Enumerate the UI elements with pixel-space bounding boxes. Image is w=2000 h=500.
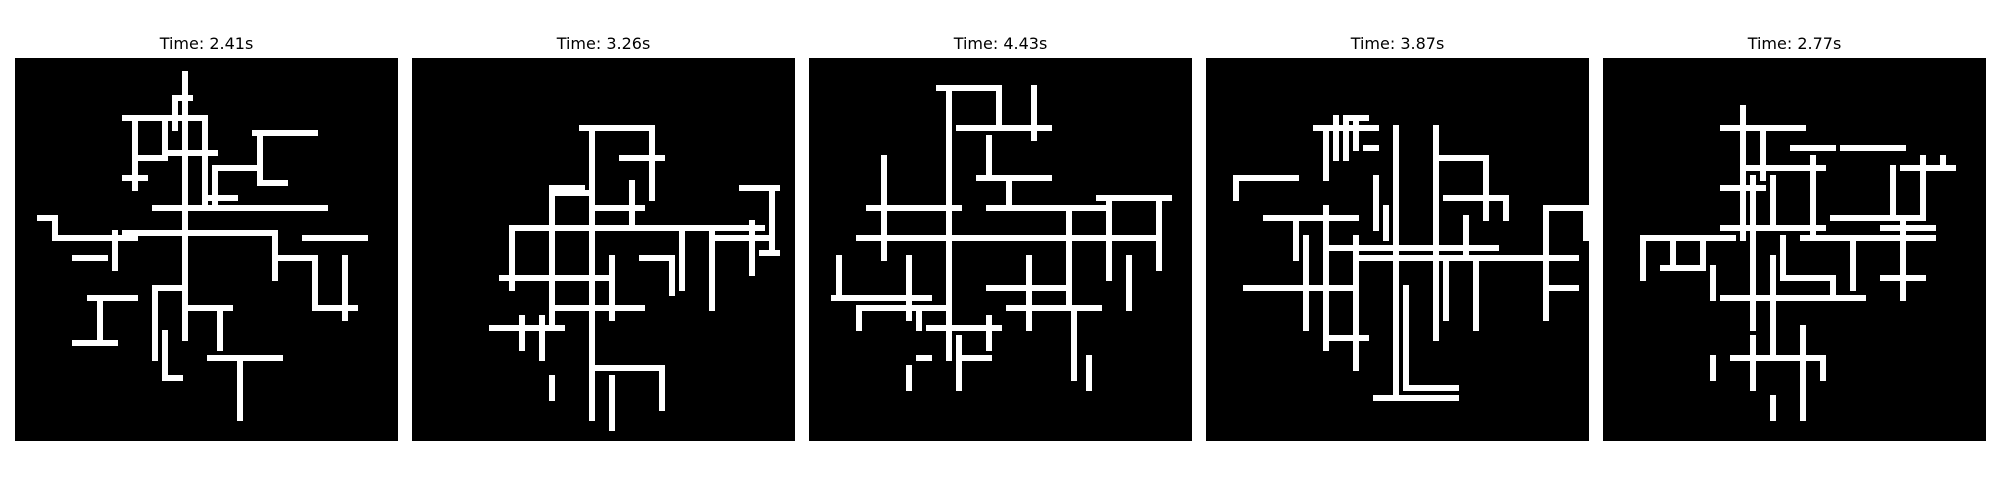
panel-5-title: Time: 2.77s [1747, 34, 1842, 53]
panel-4-cluster [1233, 115, 1589, 401]
panel-1: Time: 2.41s [15, 0, 398, 450]
panel-1-image [15, 58, 398, 441]
panel-4-image [1206, 58, 1589, 441]
panel-5-image [1603, 58, 1986, 441]
panel-2-image [412, 58, 795, 441]
panel-3: Time: 4.43s [809, 0, 1192, 450]
panel-3-image [809, 58, 1192, 441]
panel-3-cluster [831, 85, 1172, 391]
panel-1-cluster [37, 71, 368, 421]
panel-2-title: Time: 3.26s [556, 34, 651, 53]
panel-5: Time: 2.77s [1603, 0, 1986, 450]
panel-2-cluster [489, 125, 780, 431]
panel-4: Time: 3.87s [1206, 0, 1589, 450]
panel-2: Time: 3.26s [412, 0, 795, 450]
panel-3-title: Time: 4.43s [953, 34, 1048, 53]
panel-1-title: Time: 2.41s [159, 34, 254, 53]
panel-4-title: Time: 3.87s [1350, 34, 1445, 53]
panel-5-cluster [1640, 105, 1956, 421]
